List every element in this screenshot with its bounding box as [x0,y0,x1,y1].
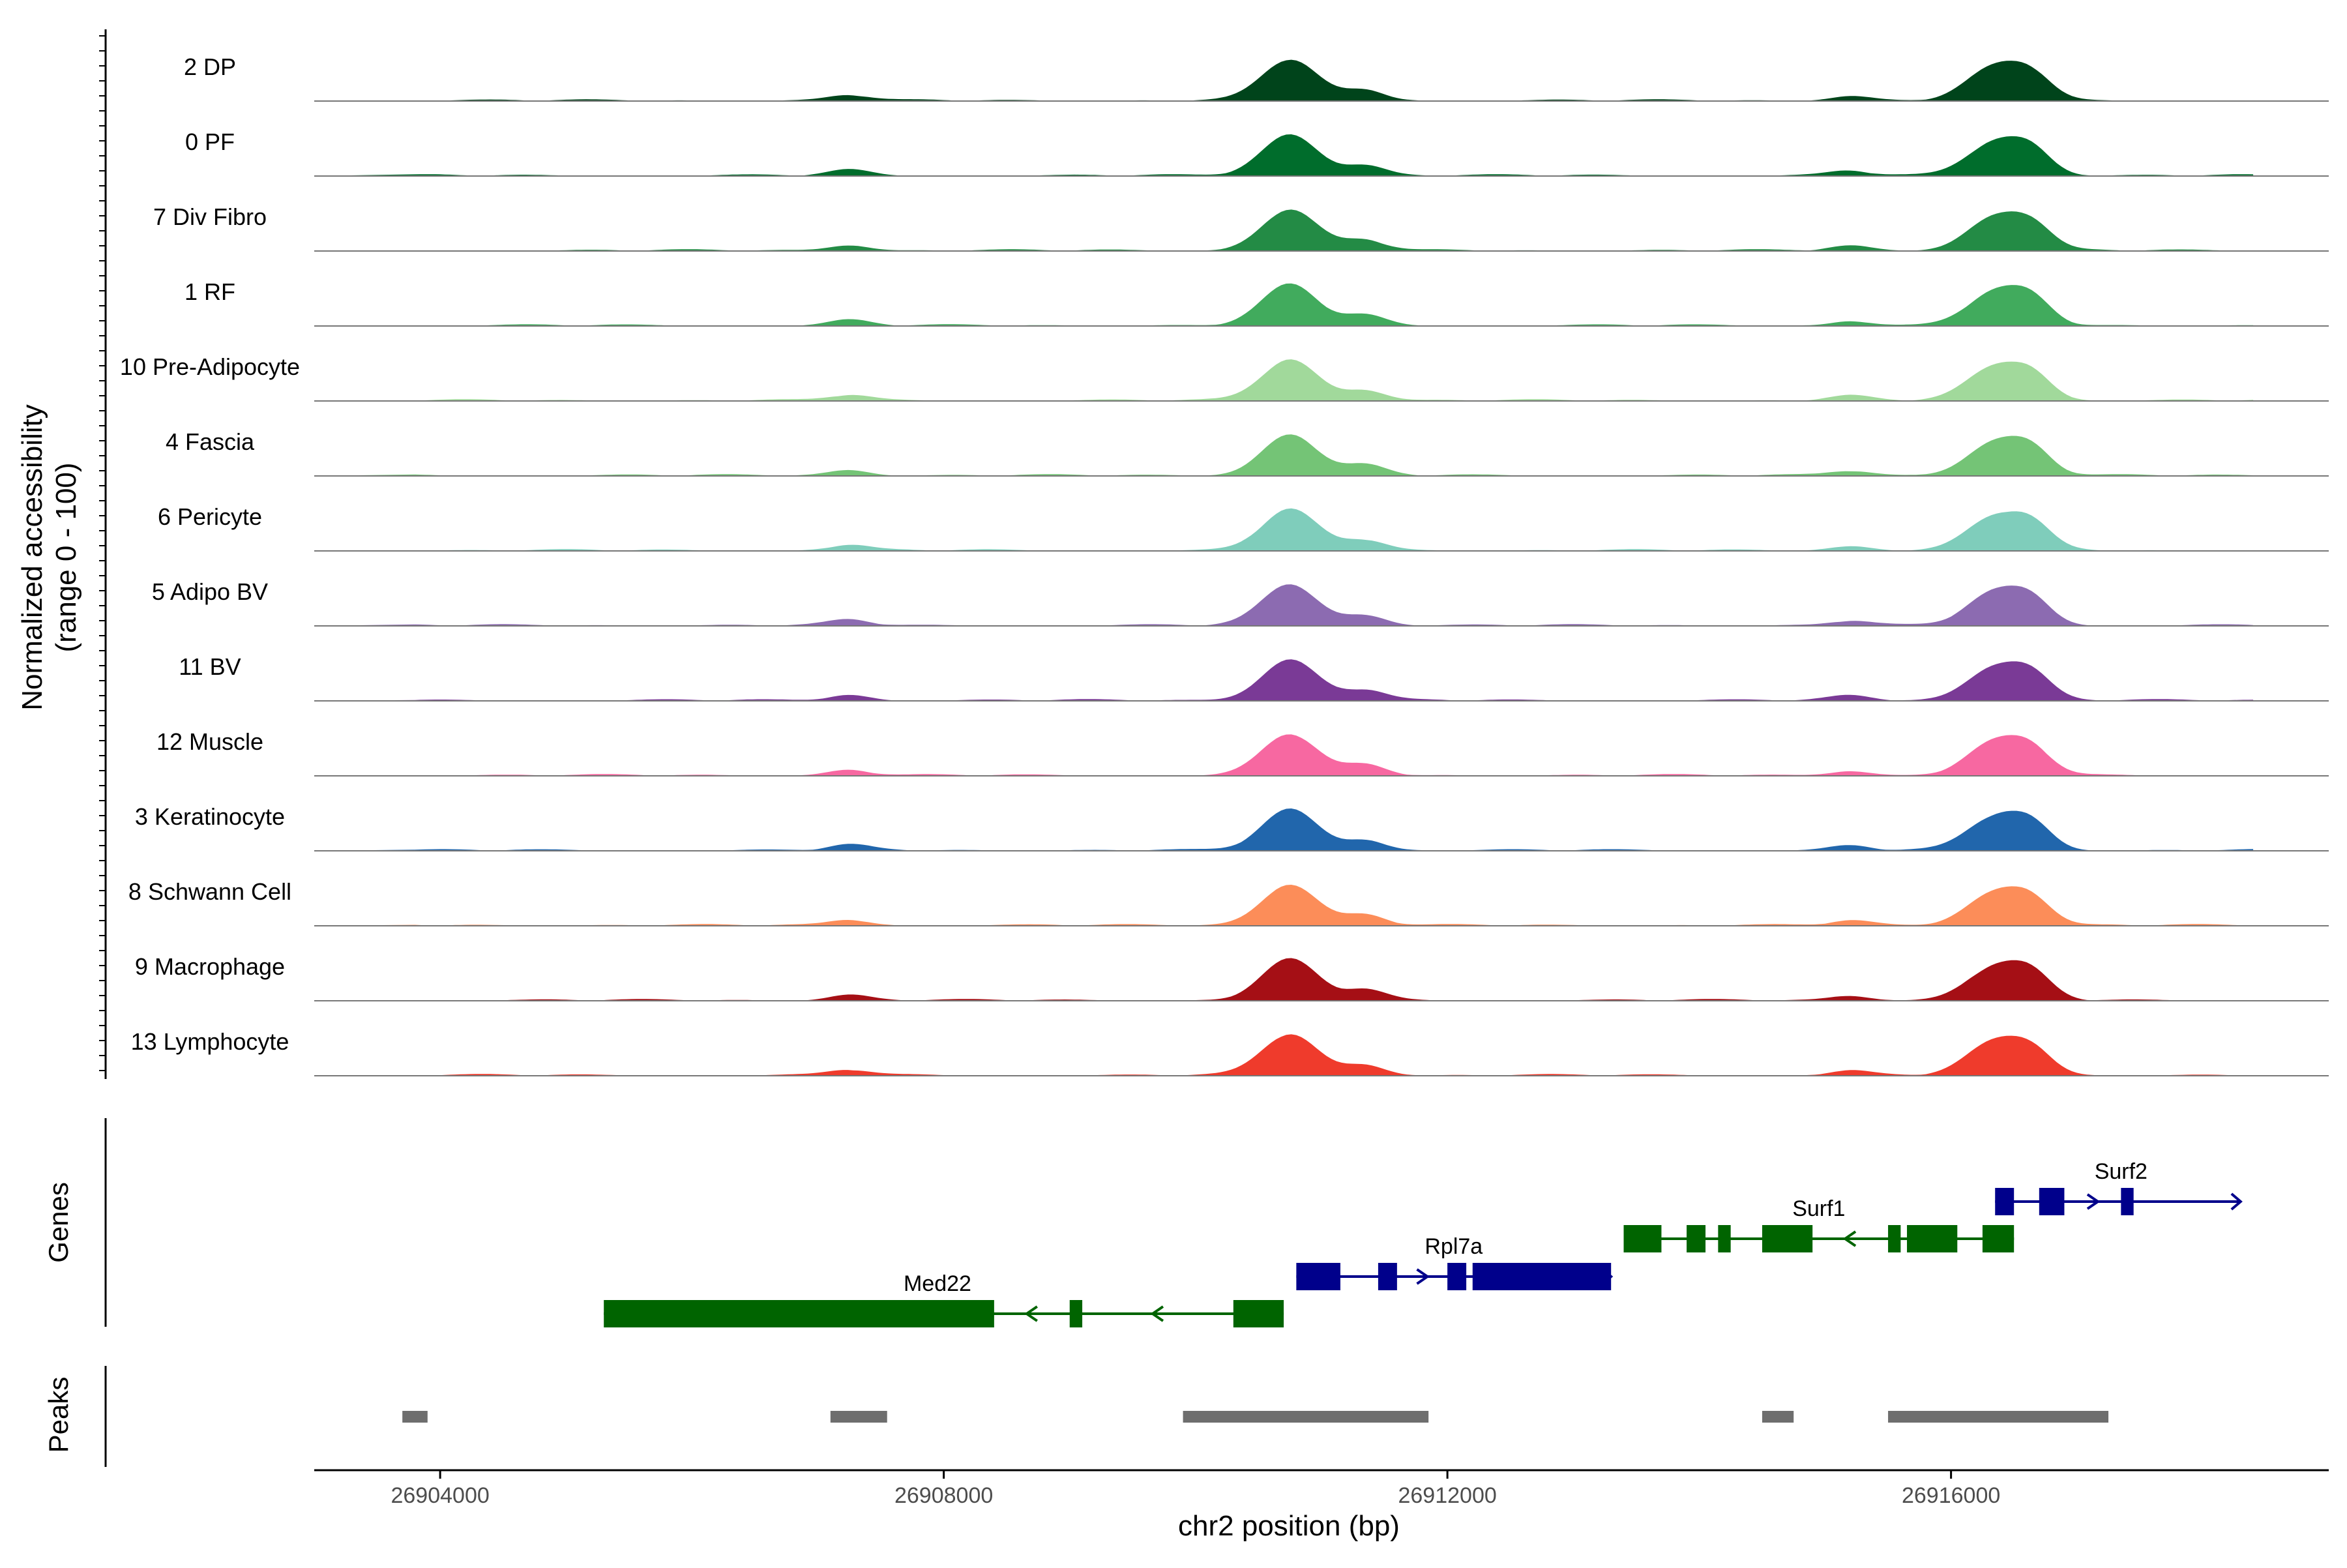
track-9: 11 BV [179,653,2329,702]
coverage-area [314,283,2254,326]
coverage-area [314,209,2254,251]
gene-exon [1762,1225,1813,1252]
gene-exon [604,1300,994,1327]
peaks-axis-label: Peaks [43,1377,74,1453]
gene-exon [1069,1300,1083,1327]
x-tick-label: 26904000 [391,1483,489,1508]
gene-rpl7a: Rpl7a [1296,1234,1614,1290]
track-13: 9 Macrophage [135,953,2329,1001]
gene-track: Genes Med22 Rpl7a Surf1 Surf2 [43,1118,2243,1327]
track-5: 10 Pre-Adipocyte [120,353,2329,402]
gene-exon [2121,1188,2134,1215]
genes-axis-label: Genes [43,1182,74,1263]
coverage-area [314,958,2254,1001]
track-3: 7 Div Fibro [153,203,2329,252]
coverage-area [314,1034,2254,1076]
gene-exon [1447,1263,1467,1290]
peak-region [1762,1411,1794,1423]
track-label: 8 Schwann Cell [128,878,291,905]
track-label: 6 Pericyte [158,503,262,530]
gene-exon [1378,1263,1397,1290]
track-14: 13 Lymphocyte [131,1028,2329,1076]
gene-label: Surf1 [1792,1196,1845,1221]
track-label: 11 BV [179,653,241,680]
x-axis-title: chr2 position (bp) [1178,1510,1400,1542]
track-label: 13 Lymphocyte [131,1028,289,1055]
gene-exon [1982,1225,2015,1252]
coverage-area [314,59,2254,101]
coverage-area [314,359,2254,401]
gene-exon [1296,1263,1340,1290]
peak-region [1888,1411,2109,1423]
strand-arrow [2086,1193,2101,1210]
track-12: 8 Schwann Cell [128,878,2329,926]
track-label: 0 PF [185,128,235,155]
y-axis-title-line-2: (range 0 - 100) [50,462,82,652]
gene-exon [1888,1225,1901,1252]
gene-label: Med22 [904,1271,971,1296]
track-label: 2 DP [184,53,236,80]
gene-exon [1995,1188,2015,1215]
coverage-area [314,584,2254,626]
peak-track: Peaks [43,1366,2109,1467]
strand-arrow [2230,1192,2243,1211]
track-label: 10 Pre-Adipocyte [120,353,300,380]
y-axis-title-line-1: Normalized accessibility [16,404,48,710]
track-4: 1 RF [185,278,2329,327]
peak-region [1183,1411,1429,1423]
gene-exon [1233,1300,1284,1327]
strand-arrow [1024,1305,1038,1322]
gene-exon [1907,1225,1958,1252]
gene-label: Surf2 [2095,1159,2148,1184]
coverage-area [314,508,2254,551]
track-7: 6 Pericyte [158,503,2329,552]
track-8: 5 Adipo BV [152,578,2329,627]
gene-med22: Med22 [604,1271,1284,1327]
track-10: 12 Muscle [156,728,2329,777]
track-label: 7 Div Fibro [153,203,267,230]
coverage-area [314,808,2254,851]
gene-exon [1623,1225,1662,1252]
coverage-area [314,134,2254,176]
strand-arrow [1150,1305,1164,1322]
gene-label: Rpl7a [1424,1234,1483,1259]
gene-exon [1472,1263,1612,1290]
coverage-area [314,434,2254,476]
track-label: 3 Keratinocyte [135,803,285,830]
gene-exon [1718,1225,1731,1252]
track-label: 5 Adipo BV [152,578,268,605]
peak-region [402,1411,428,1423]
gene-exon [1687,1225,1706,1252]
track-6: 4 Fascia [166,428,2329,477]
coverage-area [314,734,2254,776]
peak-region [830,1411,887,1423]
track-1: 2 DP [184,53,2329,102]
coverage-tracks: 2 DP 0 PF 7 Div Fibro 1 RF 10 Pre-Adipocyte 4… [99,29,2329,1079]
gene-exon [2039,1188,2065,1215]
track-11: 3 Keratinocyte [135,803,2329,851]
x-tick-label: 26908000 [894,1483,993,1508]
x-tick-label: 26916000 [1902,1483,2000,1508]
coverage-area [314,659,2254,701]
coverage-area [314,885,2254,926]
y-axis [99,29,107,1079]
y-axis-title: Normalized accessibility (range 0 - 100) [16,404,82,710]
x-axis: 26904000 26908000 26912000 26916000 chr2 pos… [314,1469,2329,1542]
track-label: 4 Fascia [166,428,255,455]
x-tick-label: 26912000 [1398,1483,1496,1508]
gene-surf2: Surf2 [1995,1159,2243,1215]
track-label: 12 Muscle [156,728,263,755]
track-label: 1 RF [185,278,235,305]
track-label: 9 Macrophage [135,953,285,980]
strand-arrow [1842,1230,1857,1247]
strand-arrow [1416,1268,1430,1285]
gene-surf1: Surf1 [1623,1196,2015,1252]
track-2: 0 PF [185,128,2329,177]
